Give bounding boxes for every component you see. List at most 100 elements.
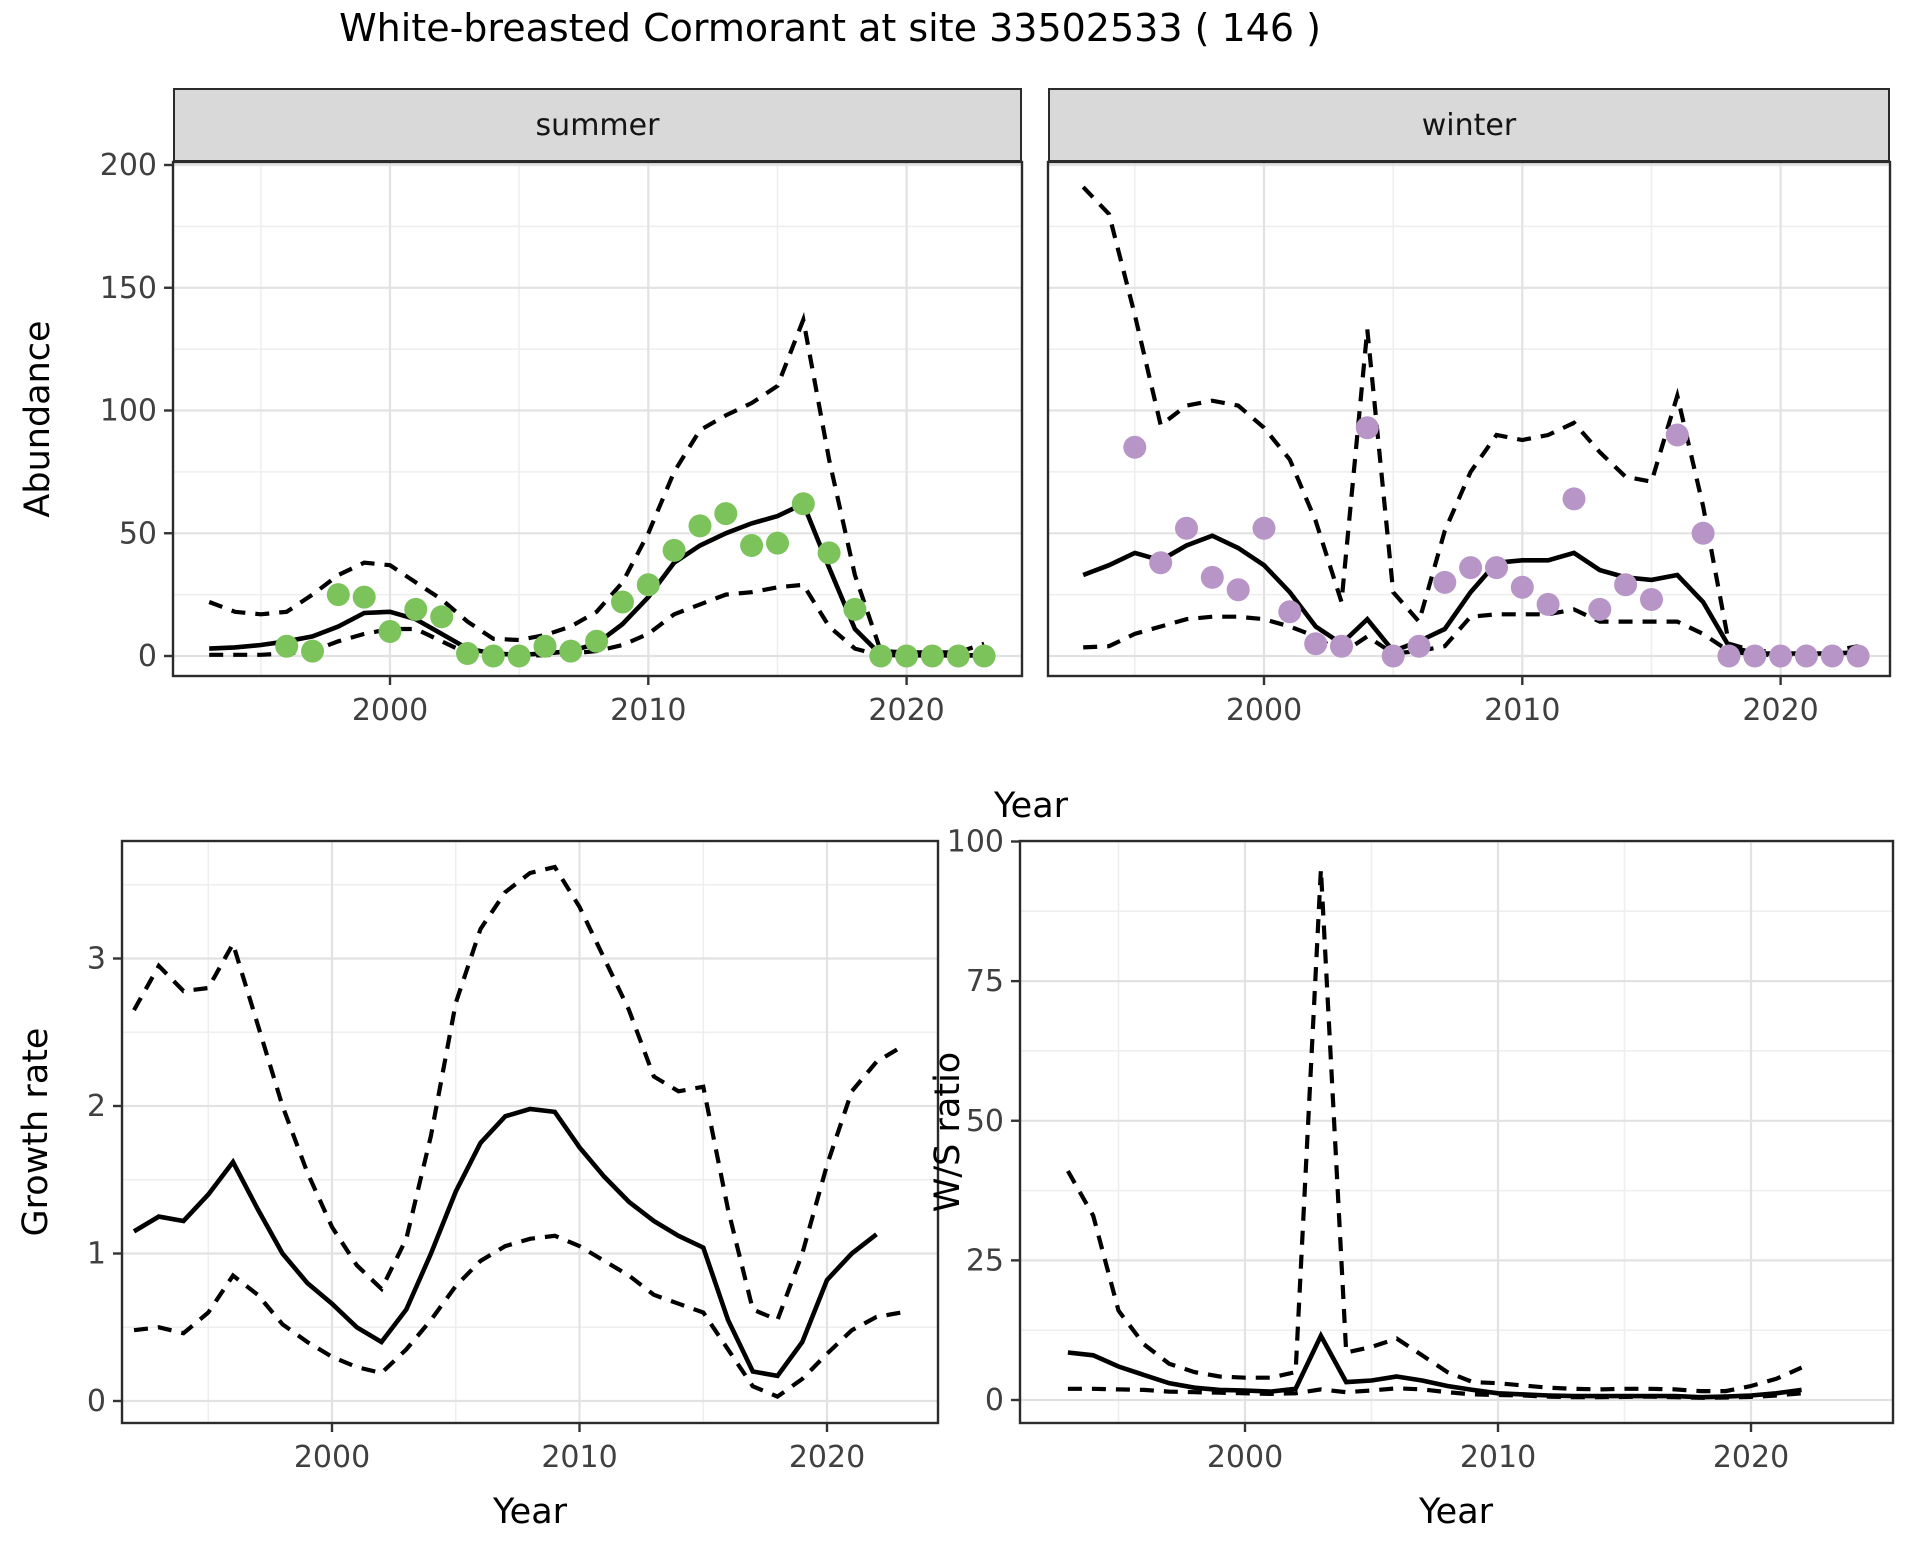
data-point — [326, 583, 350, 607]
data-point — [972, 644, 996, 668]
abundance-winter-panel: 2000 2010 2020 — [1046, 160, 1892, 728]
data-point — [1278, 600, 1302, 624]
data-point — [895, 644, 919, 668]
y-tick-label: 3 — [87, 942, 106, 977]
data-point — [662, 538, 686, 562]
x-tick-label: 2020 — [1742, 693, 1818, 728]
data-point — [1226, 578, 1250, 602]
data-point — [456, 642, 479, 665]
gridlines — [122, 957, 938, 1403]
growth-rate-panel: 2000 2010 2020 0 1 2 3 — [87, 839, 940, 1475]
data-point — [1769, 644, 1793, 668]
lower_ci-line — [133, 1233, 902, 1399]
y-axis-title-growth-rate: Growth rate — [16, 1027, 56, 1237]
data-point — [1717, 644, 1741, 668]
data-point — [533, 634, 557, 658]
y-tick-label: 50 — [966, 1104, 1004, 1139]
gridlines — [1048, 163, 1890, 658]
gridlines — [1020, 840, 1893, 1402]
data-point — [1175, 516, 1198, 540]
data-point — [1149, 551, 1173, 575]
mean-line — [132, 1106, 878, 1379]
data-point — [301, 639, 324, 663]
facet-strip-winter-label: winter — [1421, 107, 1517, 143]
x-tick-label: 2010 — [610, 693, 686, 728]
panel-border — [1018, 839, 1895, 1425]
data-point — [1614, 573, 1638, 597]
data-point — [585, 629, 609, 653]
y-tick-label: 75 — [966, 964, 1004, 999]
data-point — [1562, 487, 1586, 511]
x-tick-label: 2020 — [868, 693, 944, 728]
data-point — [378, 620, 402, 643]
panel-border — [1046, 160, 1892, 678]
x-tick-label: 2000 — [1226, 693, 1302, 728]
facet-strip-winter: winter — [1048, 88, 1890, 162]
data-point — [1846, 644, 1870, 668]
y-tick-label: 2 — [87, 1089, 106, 1124]
y-tick-label: 0 — [87, 1384, 106, 1419]
y-tick-label: 200 — [100, 148, 157, 183]
data-point — [766, 531, 789, 555]
gridlines — [122, 884, 938, 1329]
y-tick-label: 25 — [966, 1243, 1004, 1278]
x-tick-label: 2020 — [1713, 1440, 1789, 1475]
gridlines — [1117, 841, 1626, 1423]
data-point — [1304, 632, 1328, 656]
data-point — [1330, 634, 1353, 658]
data-point — [1485, 556, 1508, 580]
abundance-summer-panel: 2000 2010 2020 0 50 100 150 200 — [100, 148, 1024, 728]
x-axis-title-year-ws: Year — [1418, 1492, 1494, 1532]
x-axis-title-year-growth: Year — [492, 1492, 568, 1532]
data-point — [1200, 565, 1224, 589]
data-point — [352, 585, 376, 609]
chart-title: White-breasted Cormorant at site 3350253… — [339, 6, 1321, 50]
x-tick-label: 2000 — [1207, 1440, 1283, 1475]
y-tick-label: 0 — [985, 1383, 1004, 1418]
data-point — [1588, 597, 1612, 621]
data-point — [1381, 644, 1405, 668]
x-tick-label: 2000 — [294, 1440, 370, 1475]
data-point — [1433, 570, 1457, 594]
gridlines — [330, 841, 829, 1423]
data-point — [1407, 634, 1431, 658]
data-point — [481, 644, 505, 668]
data-point — [1665, 423, 1689, 447]
data-point — [817, 541, 841, 565]
data-point — [688, 514, 712, 538]
y-tick-label: 100 — [947, 825, 1004, 860]
data-point — [507, 644, 531, 668]
data-point — [559, 639, 583, 663]
data-point — [636, 573, 660, 597]
upper_ci-line — [1066, 869, 1803, 1394]
data-point — [611, 590, 634, 614]
data-point — [1355, 416, 1379, 440]
x-tick-label: 2000 — [352, 693, 428, 728]
data-point — [1252, 516, 1276, 540]
y-axis-title-ws-ratio: W/S ratio — [928, 1051, 968, 1213]
x-tick-label: 2010 — [1484, 693, 1560, 728]
facet-strip-summer: summer — [173, 88, 1022, 162]
panel-border — [171, 160, 1024, 678]
data-point — [430, 605, 454, 629]
gridlines — [1020, 910, 1893, 1331]
panel-border — [120, 839, 940, 1425]
data-point — [791, 492, 815, 516]
y-tick-label: 1 — [87, 1237, 106, 1272]
data-point — [1640, 588, 1663, 611]
data-point — [920, 644, 944, 668]
data-point — [946, 644, 970, 668]
data-point — [275, 634, 299, 658]
y-axis-title-abundance: Abundance — [18, 320, 58, 518]
y-tick-label: 0 — [138, 639, 157, 674]
data-point — [843, 597, 867, 621]
x-tick-label: 2010 — [541, 1440, 617, 1475]
data-point — [1820, 644, 1844, 668]
data-point — [1536, 592, 1560, 616]
x-axis-title-year-top: Year — [993, 786, 1069, 826]
mean-line — [1067, 1330, 1802, 1400]
data-point — [1123, 435, 1147, 459]
y-tick-label: 100 — [100, 394, 157, 429]
y-tick-label: 50 — [119, 516, 157, 551]
gridlines — [173, 225, 1022, 596]
